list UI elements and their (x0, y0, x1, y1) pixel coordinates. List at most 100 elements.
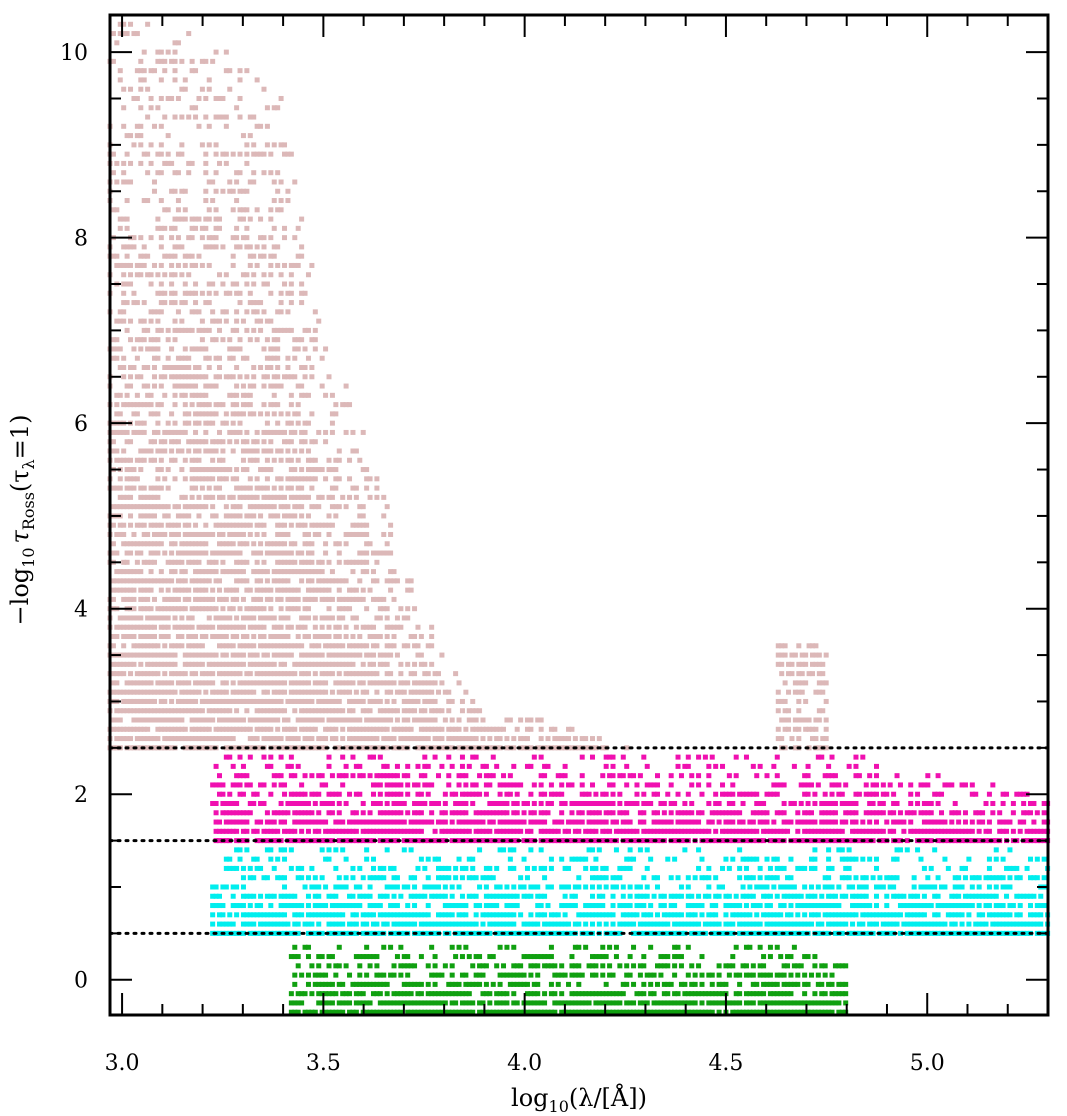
data-point (1010, 810, 1016, 816)
data-point (1027, 828, 1033, 834)
data-point (234, 810, 240, 816)
data-point (1000, 800, 1006, 806)
data-point (271, 392, 277, 398)
data-point (151, 439, 157, 445)
data-point (579, 810, 585, 816)
data-point (295, 819, 301, 825)
data-point (193, 262, 199, 268)
data-point (945, 838, 951, 844)
data-point (223, 708, 229, 714)
data-point (586, 791, 592, 797)
data-point (220, 448, 226, 454)
data-point (480, 810, 486, 816)
data-point (285, 800, 291, 806)
data-point (220, 95, 226, 101)
data-point (258, 504, 264, 510)
data-point (305, 652, 311, 658)
data-point (172, 337, 178, 343)
data-point (288, 262, 294, 268)
data-point (750, 791, 756, 797)
data-point (193, 467, 199, 473)
data-point (110, 346, 116, 352)
data-point (631, 800, 637, 806)
data-point (230, 327, 236, 333)
data-point (199, 550, 205, 556)
data-point (388, 550, 394, 556)
data-point (240, 531, 246, 537)
data-point (939, 819, 945, 825)
data-point (466, 708, 472, 714)
data-point (292, 736, 298, 742)
data-point (213, 513, 219, 519)
data-point (299, 782, 305, 788)
data-point (251, 717, 257, 723)
data-point (312, 791, 318, 797)
data-point (179, 689, 185, 695)
data-point (206, 569, 212, 575)
data-point (394, 773, 400, 779)
data-point (384, 615, 390, 621)
data-point (227, 68, 233, 74)
data-point (217, 550, 223, 556)
data-point (240, 355, 246, 361)
data-point (158, 402, 164, 408)
data-point (121, 708, 127, 714)
data-point (258, 865, 264, 871)
data-point (418, 921, 424, 927)
data-point (264, 661, 270, 667)
data-point (302, 634, 308, 640)
data-point (155, 151, 161, 157)
data-point (179, 634, 185, 640)
data-point (816, 745, 822, 751)
data-point (237, 244, 243, 250)
data-point (600, 828, 606, 834)
data-point (158, 123, 164, 129)
data-point (408, 875, 414, 881)
data-point (932, 819, 938, 825)
data-point (213, 207, 219, 213)
data-point (377, 782, 383, 788)
data-point (511, 800, 517, 806)
data-point (799, 689, 805, 695)
data-point (528, 745, 534, 751)
data-point (518, 717, 524, 723)
data-point (641, 838, 647, 844)
data-point (555, 736, 561, 742)
data-point (234, 309, 240, 315)
data-point (757, 819, 763, 825)
data-point (329, 708, 335, 714)
data-point (555, 828, 561, 834)
data-point (275, 346, 281, 352)
data-point (668, 828, 674, 834)
data-point (141, 253, 147, 259)
data-point (316, 893, 322, 899)
data-point (278, 689, 284, 695)
data-point (251, 921, 257, 927)
data-point (237, 346, 243, 352)
data-point (175, 374, 181, 380)
data-point (172, 253, 178, 259)
data-point (521, 745, 527, 751)
data-point (367, 745, 373, 751)
data-point (319, 587, 325, 593)
data-point (196, 541, 202, 547)
data-point (935, 791, 941, 797)
data-point (689, 800, 695, 806)
data-point (473, 726, 479, 732)
data-point (275, 624, 281, 630)
data-point (398, 912, 404, 918)
data-point (117, 504, 123, 510)
data-point (299, 383, 305, 389)
data-point (579, 800, 585, 806)
data-point (237, 151, 243, 157)
data-point (217, 114, 223, 120)
data-point (182, 300, 188, 306)
data-point (624, 782, 630, 788)
data-point (309, 485, 315, 491)
data-point (251, 494, 257, 500)
data-point (418, 680, 424, 686)
data-point (186, 708, 192, 714)
data-point (247, 606, 253, 612)
data-point (894, 773, 900, 779)
data-point (956, 819, 962, 825)
